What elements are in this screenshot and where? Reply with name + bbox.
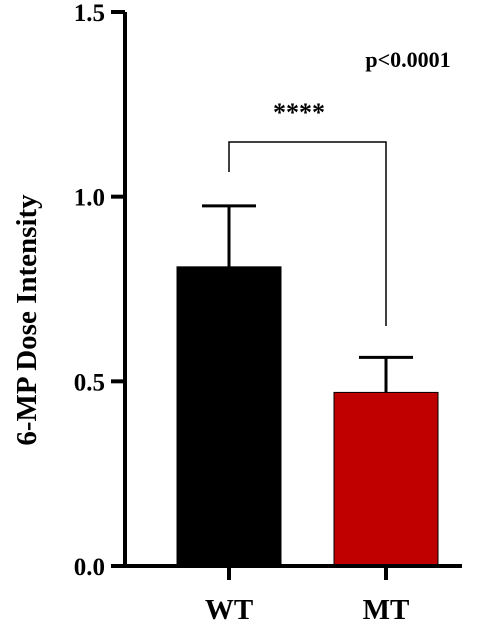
x-tick-label: MT [363,594,410,626]
y-axis-label: 6-MP Dose Intensity [11,194,43,446]
significance-stars: **** [273,98,325,127]
y-tick-label: 1.0 [74,185,105,212]
x-tick-label: WT [205,594,253,626]
x-ticks: WT MT [205,566,410,626]
bars [176,266,439,567]
y-tick-label: 1.5 [74,0,105,27]
significance-bracket [228,141,387,326]
y-ticks: 0.0 0.5 1.0 1.5 [74,0,125,581]
bar-wt [176,266,282,567]
y-tick-label: 0.5 [74,369,105,396]
p-value-annotation: p<0.0001 [365,47,450,72]
bracket-line [228,141,387,326]
y-tick-label: 0.0 [74,554,105,581]
bar-mt [333,391,439,567]
error-bars [202,204,413,393]
